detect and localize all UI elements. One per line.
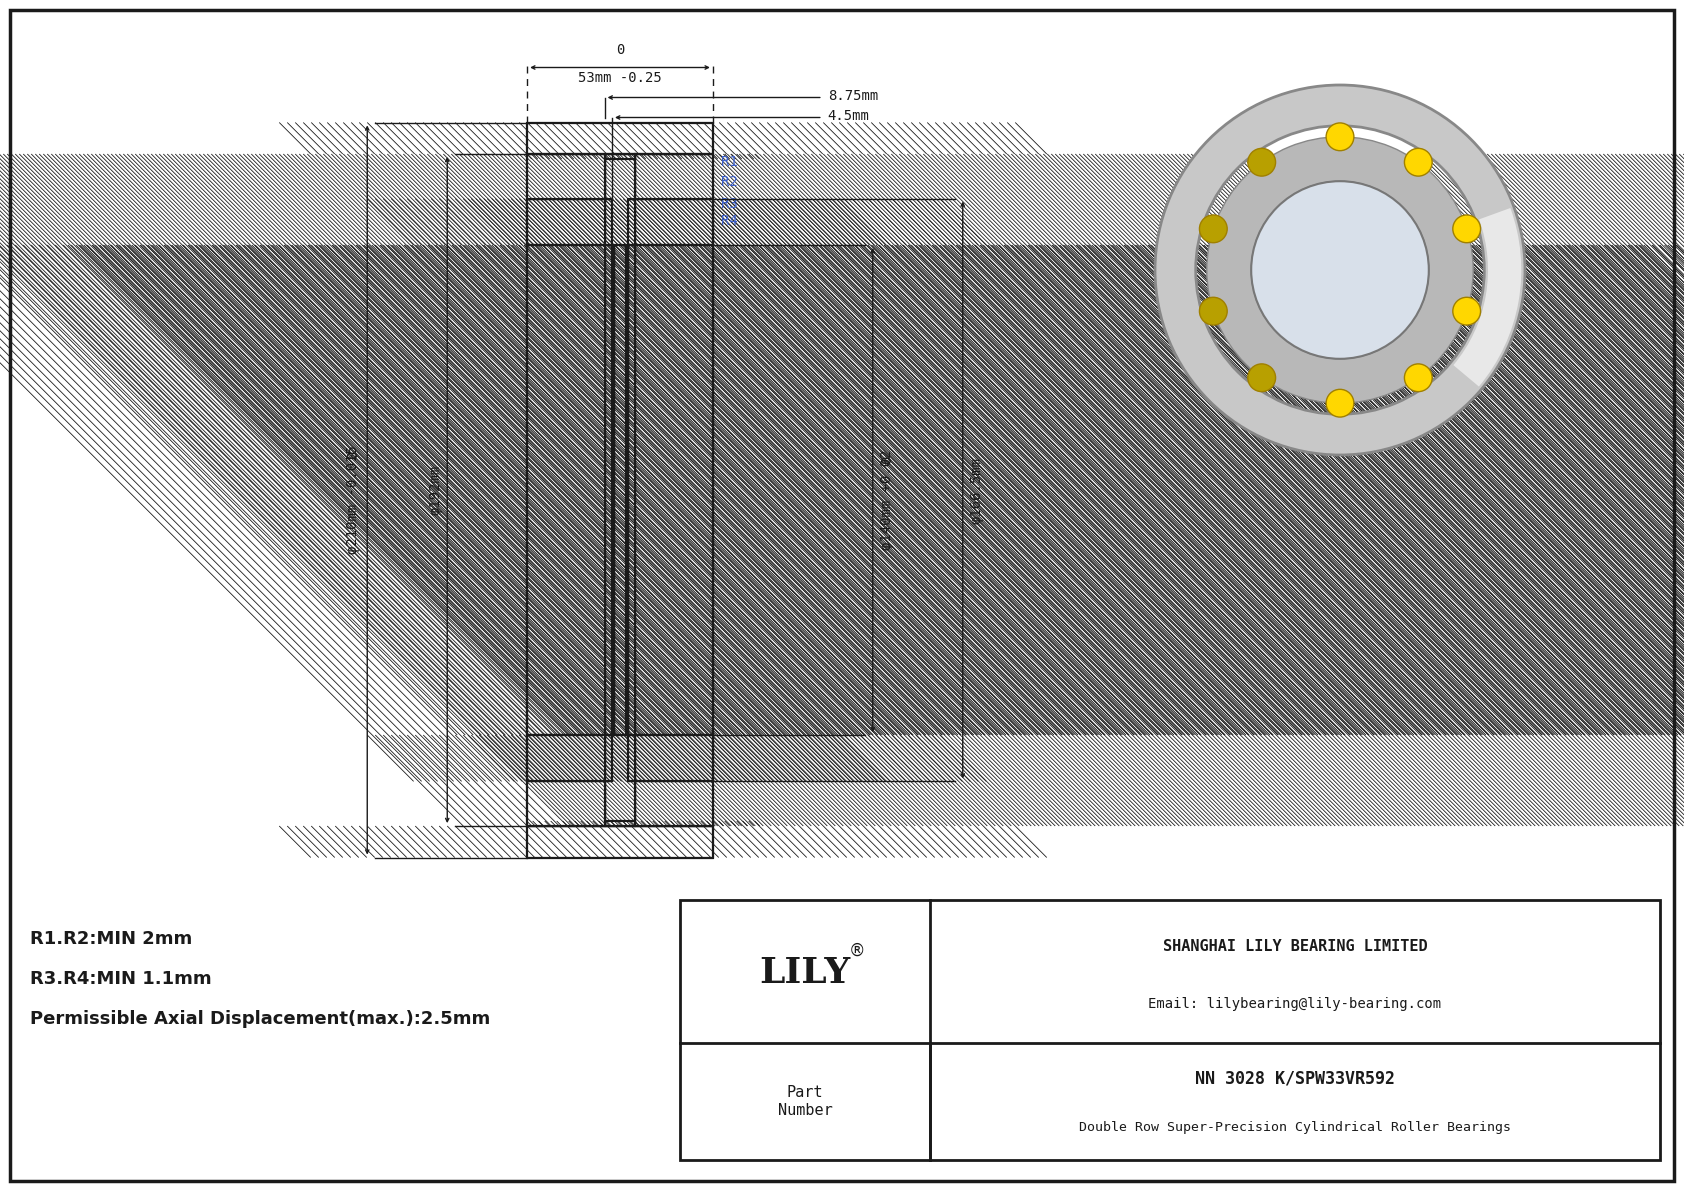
Text: Email: lilybearing@lily-bearing.com: Email: lilybearing@lily-bearing.com [1148, 997, 1442, 1011]
Bar [628, 735, 712, 781]
Text: Double Row Super-Precision Cylindrical Roller Bearings: Double Row Super-Precision Cylindrical R… [1079, 1121, 1511, 1134]
Bar [527, 245, 611, 735]
Bar [527, 735, 611, 781]
Text: 53mm -0.25: 53mm -0.25 [578, 71, 662, 86]
Text: 8.75mm: 8.75mm [829, 88, 877, 102]
Bar [527, 154, 605, 827]
Text: Permissible Axial Displacement(max.):2.5mm: Permissible Axial Displacement(max.):2.5… [30, 1010, 490, 1028]
Circle shape [1325, 389, 1354, 417]
Circle shape [1248, 364, 1275, 392]
Circle shape [1199, 298, 1228, 325]
Text: R2: R2 [721, 175, 738, 189]
Text: Part
Number: Part Number [778, 1085, 832, 1117]
Bar [527, 735, 611, 781]
Text: φ140mm +0.02: φ140mm +0.02 [879, 450, 894, 550]
Text: SHANGHAI LILY BEARING LIMITED: SHANGHAI LILY BEARING LIMITED [1162, 940, 1428, 954]
Bar [527, 123, 712, 154]
Text: R4: R4 [721, 213, 738, 227]
Bar [635, 154, 712, 827]
Bar [605, 154, 635, 160]
Bar [527, 199, 611, 245]
Text: R1.R2:MIN 2mm: R1.R2:MIN 2mm [30, 930, 192, 948]
Bar [527, 827, 712, 858]
Bar [615, 245, 625, 735]
Bar [527, 199, 611, 245]
Bar [615, 245, 625, 735]
Circle shape [1248, 149, 1275, 176]
Bar [605, 154, 635, 160]
Bar [527, 123, 712, 154]
Bar [635, 154, 712, 827]
Bar [527, 154, 605, 827]
Text: R3: R3 [721, 197, 738, 211]
Text: φ192mm: φ192mm [428, 464, 443, 516]
Bar [527, 827, 712, 858]
Circle shape [1453, 214, 1480, 243]
Bar [605, 821, 635, 827]
Circle shape [1251, 181, 1428, 358]
Text: R3.R4:MIN 1.1mm: R3.R4:MIN 1.1mm [30, 969, 212, 989]
Bar [628, 245, 712, 735]
Bar [628, 199, 712, 245]
Text: NN 3028 K/SPW33VR592: NN 3028 K/SPW33VR592 [1196, 1070, 1394, 1087]
Bar [628, 245, 712, 735]
Wedge shape [1453, 208, 1521, 387]
Text: 0: 0 [347, 451, 360, 460]
Circle shape [1404, 364, 1431, 392]
Bar [527, 245, 611, 735]
Bar [680, 900, 1660, 1160]
Text: LILY: LILY [759, 956, 850, 990]
Bar [628, 199, 712, 245]
Circle shape [1404, 149, 1431, 176]
Circle shape [1453, 298, 1480, 325]
Circle shape [1199, 214, 1228, 243]
Bar [605, 821, 635, 827]
Text: ®: ® [849, 942, 866, 960]
Text: 0: 0 [879, 456, 894, 464]
Text: φ210mm -0.015: φ210mm -0.015 [347, 445, 360, 555]
Text: R1: R1 [721, 155, 738, 169]
Text: 4.5mm: 4.5mm [829, 108, 869, 123]
Text: φ166.5mm: φ166.5mm [970, 456, 983, 524]
Text: 0: 0 [616, 44, 625, 57]
Bar [628, 735, 712, 781]
Circle shape [1325, 123, 1354, 151]
